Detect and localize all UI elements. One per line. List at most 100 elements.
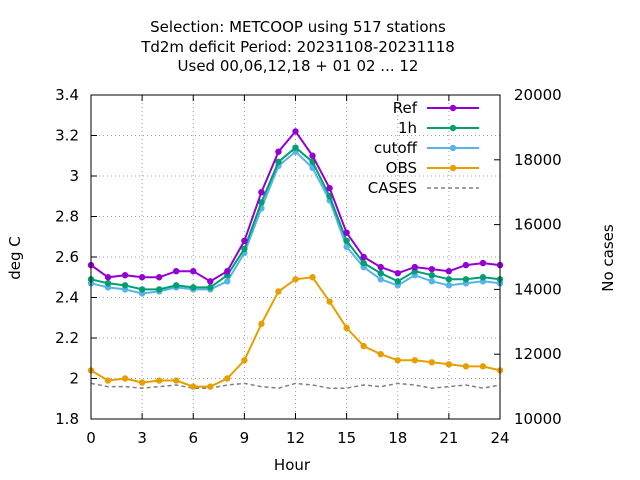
point-cutoff: [224, 278, 231, 285]
point-ref: [224, 267, 231, 275]
y2-tick-label: 20000: [514, 86, 562, 104]
legend-label-cutoff: cutoff: [374, 139, 418, 157]
legend: Ref 1h cutoff OBS CASES: [368, 99, 479, 197]
y2-tick-label: 14000: [514, 280, 562, 298]
series-layer: [87, 128, 504, 390]
point-ref: [190, 267, 197, 275]
point-obs: [462, 363, 470, 370]
series-line-cases: [90, 382, 501, 389]
y-tick-label: 2.2: [55, 329, 79, 347]
legend-label-obs: OBS: [386, 159, 417, 177]
x-axis-label: Hour: [274, 456, 311, 474]
point-obs: [207, 383, 214, 390]
legend-marker-obs: [449, 164, 457, 172]
point-1h: [275, 158, 282, 166]
point-ref: [428, 265, 436, 273]
point-ref: [343, 229, 350, 236]
title-line-2: Td2m deficit Period: 20231108-20231118: [140, 38, 455, 56]
y-tick-label: 1.8: [55, 410, 79, 428]
point-ref: [326, 184, 333, 192]
x-tick-label: 12: [286, 429, 305, 447]
point-1h: [292, 144, 299, 151]
y-tick-label: 3.2: [55, 127, 79, 145]
grid-lines: [91, 95, 500, 419]
point-obs: [224, 375, 231, 382]
point-obs: [173, 377, 180, 384]
title-line-1: Selection: METCOOP using 517 stations: [150, 18, 446, 36]
x-tick-label: 0: [86, 429, 96, 447]
point-1h: [138, 286, 146, 293]
x-tick-label: 15: [337, 429, 356, 447]
y2-tick-label: 16000: [514, 216, 562, 234]
point-cutoff: [343, 243, 350, 251]
y-tick-label: 2.8: [55, 208, 79, 226]
point-obs: [445, 361, 453, 368]
y2-tick-label: 18000: [514, 151, 562, 169]
point-1h: [190, 284, 197, 291]
legend-label-cases: CASES: [368, 179, 417, 197]
x-tick-label: 3: [137, 429, 147, 447]
point-ref: [121, 272, 129, 279]
legend-marker-cutoff: [449, 144, 457, 152]
point-ref: [155, 274, 163, 281]
x-tick-label: 21: [439, 429, 458, 447]
point-ref: [138, 274, 146, 281]
plot-frame: [90, 94, 501, 420]
point-1h: [155, 286, 163, 293]
y-tick-label: 3: [69, 167, 79, 185]
chart-title: Selection: METCOOP using 517 stations Td…: [140, 18, 455, 75]
point-ref: [104, 274, 112, 281]
point-obs: [104, 377, 112, 384]
y-tick-label: 2: [69, 370, 79, 388]
point-ref: [394, 270, 401, 277]
legend-label-ref: Ref: [393, 99, 418, 117]
series-line-cutoff: [90, 150, 501, 295]
point-ref: [377, 263, 384, 271]
point-obs: [309, 274, 316, 281]
point-ref: [479, 259, 487, 267]
point-1h: [343, 237, 350, 244]
point-ref: [173, 267, 180, 275]
point-obs: [121, 375, 129, 382]
x-tick-label: 6: [188, 429, 198, 447]
point-1h: [104, 280, 112, 287]
point-cutoff: [445, 282, 453, 289]
point-1h: [207, 284, 214, 291]
point-ref: [275, 148, 282, 155]
point-obs: [377, 351, 384, 358]
x-tick-label: 18: [388, 429, 407, 447]
point-ref: [462, 261, 470, 269]
point-cutoff: [377, 276, 384, 283]
point-ref: [292, 128, 299, 135]
point-obs: [326, 298, 333, 305]
legend-label-1h: 1h: [398, 119, 417, 137]
point-1h: [377, 270, 384, 277]
point-1h: [360, 259, 367, 267]
point-1h: [462, 276, 470, 283]
point-1h: [121, 282, 129, 289]
point-obs: [258, 320, 265, 328]
point-obs: [138, 379, 146, 386]
x-tick-label: 24: [490, 429, 509, 447]
point-ref: [241, 237, 248, 244]
point-ref: [360, 253, 367, 261]
point-1h: [173, 282, 180, 289]
point-obs: [275, 288, 282, 295]
point-ref: [411, 263, 418, 271]
point-obs: [479, 363, 487, 370]
y2-tick-label: 12000: [514, 345, 562, 363]
point-ref: [258, 189, 265, 196]
y2-tick-label: 10000: [514, 410, 562, 428]
point-obs: [411, 357, 418, 364]
point-ref: [309, 152, 316, 159]
point-1h: [445, 276, 453, 283]
point-obs: [343, 324, 350, 332]
point-obs: [190, 383, 197, 390]
point-cutoff: [428, 278, 436, 285]
y-axis-label: deg C: [6, 236, 24, 280]
point-ref: [207, 278, 214, 285]
point-obs: [155, 377, 163, 384]
y-tick-label: 3.4: [55, 86, 79, 104]
point-1h: [258, 199, 265, 206]
